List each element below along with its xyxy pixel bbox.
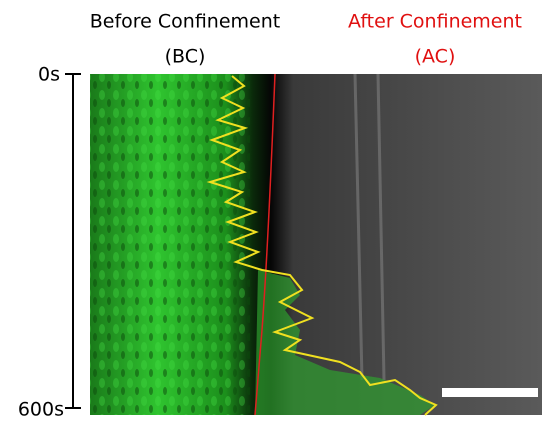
kymograph [90, 73, 542, 416]
time-end: 600s [18, 399, 64, 421]
after-abbr: (AC) [415, 46, 456, 68]
before-title: Before Confinement [90, 11, 280, 33]
time-bar [65, 73, 81, 409]
before-abbr: (BC) [165, 46, 206, 68]
time-start: 0s [38, 64, 60, 86]
after-title: After Confinement [348, 11, 522, 33]
